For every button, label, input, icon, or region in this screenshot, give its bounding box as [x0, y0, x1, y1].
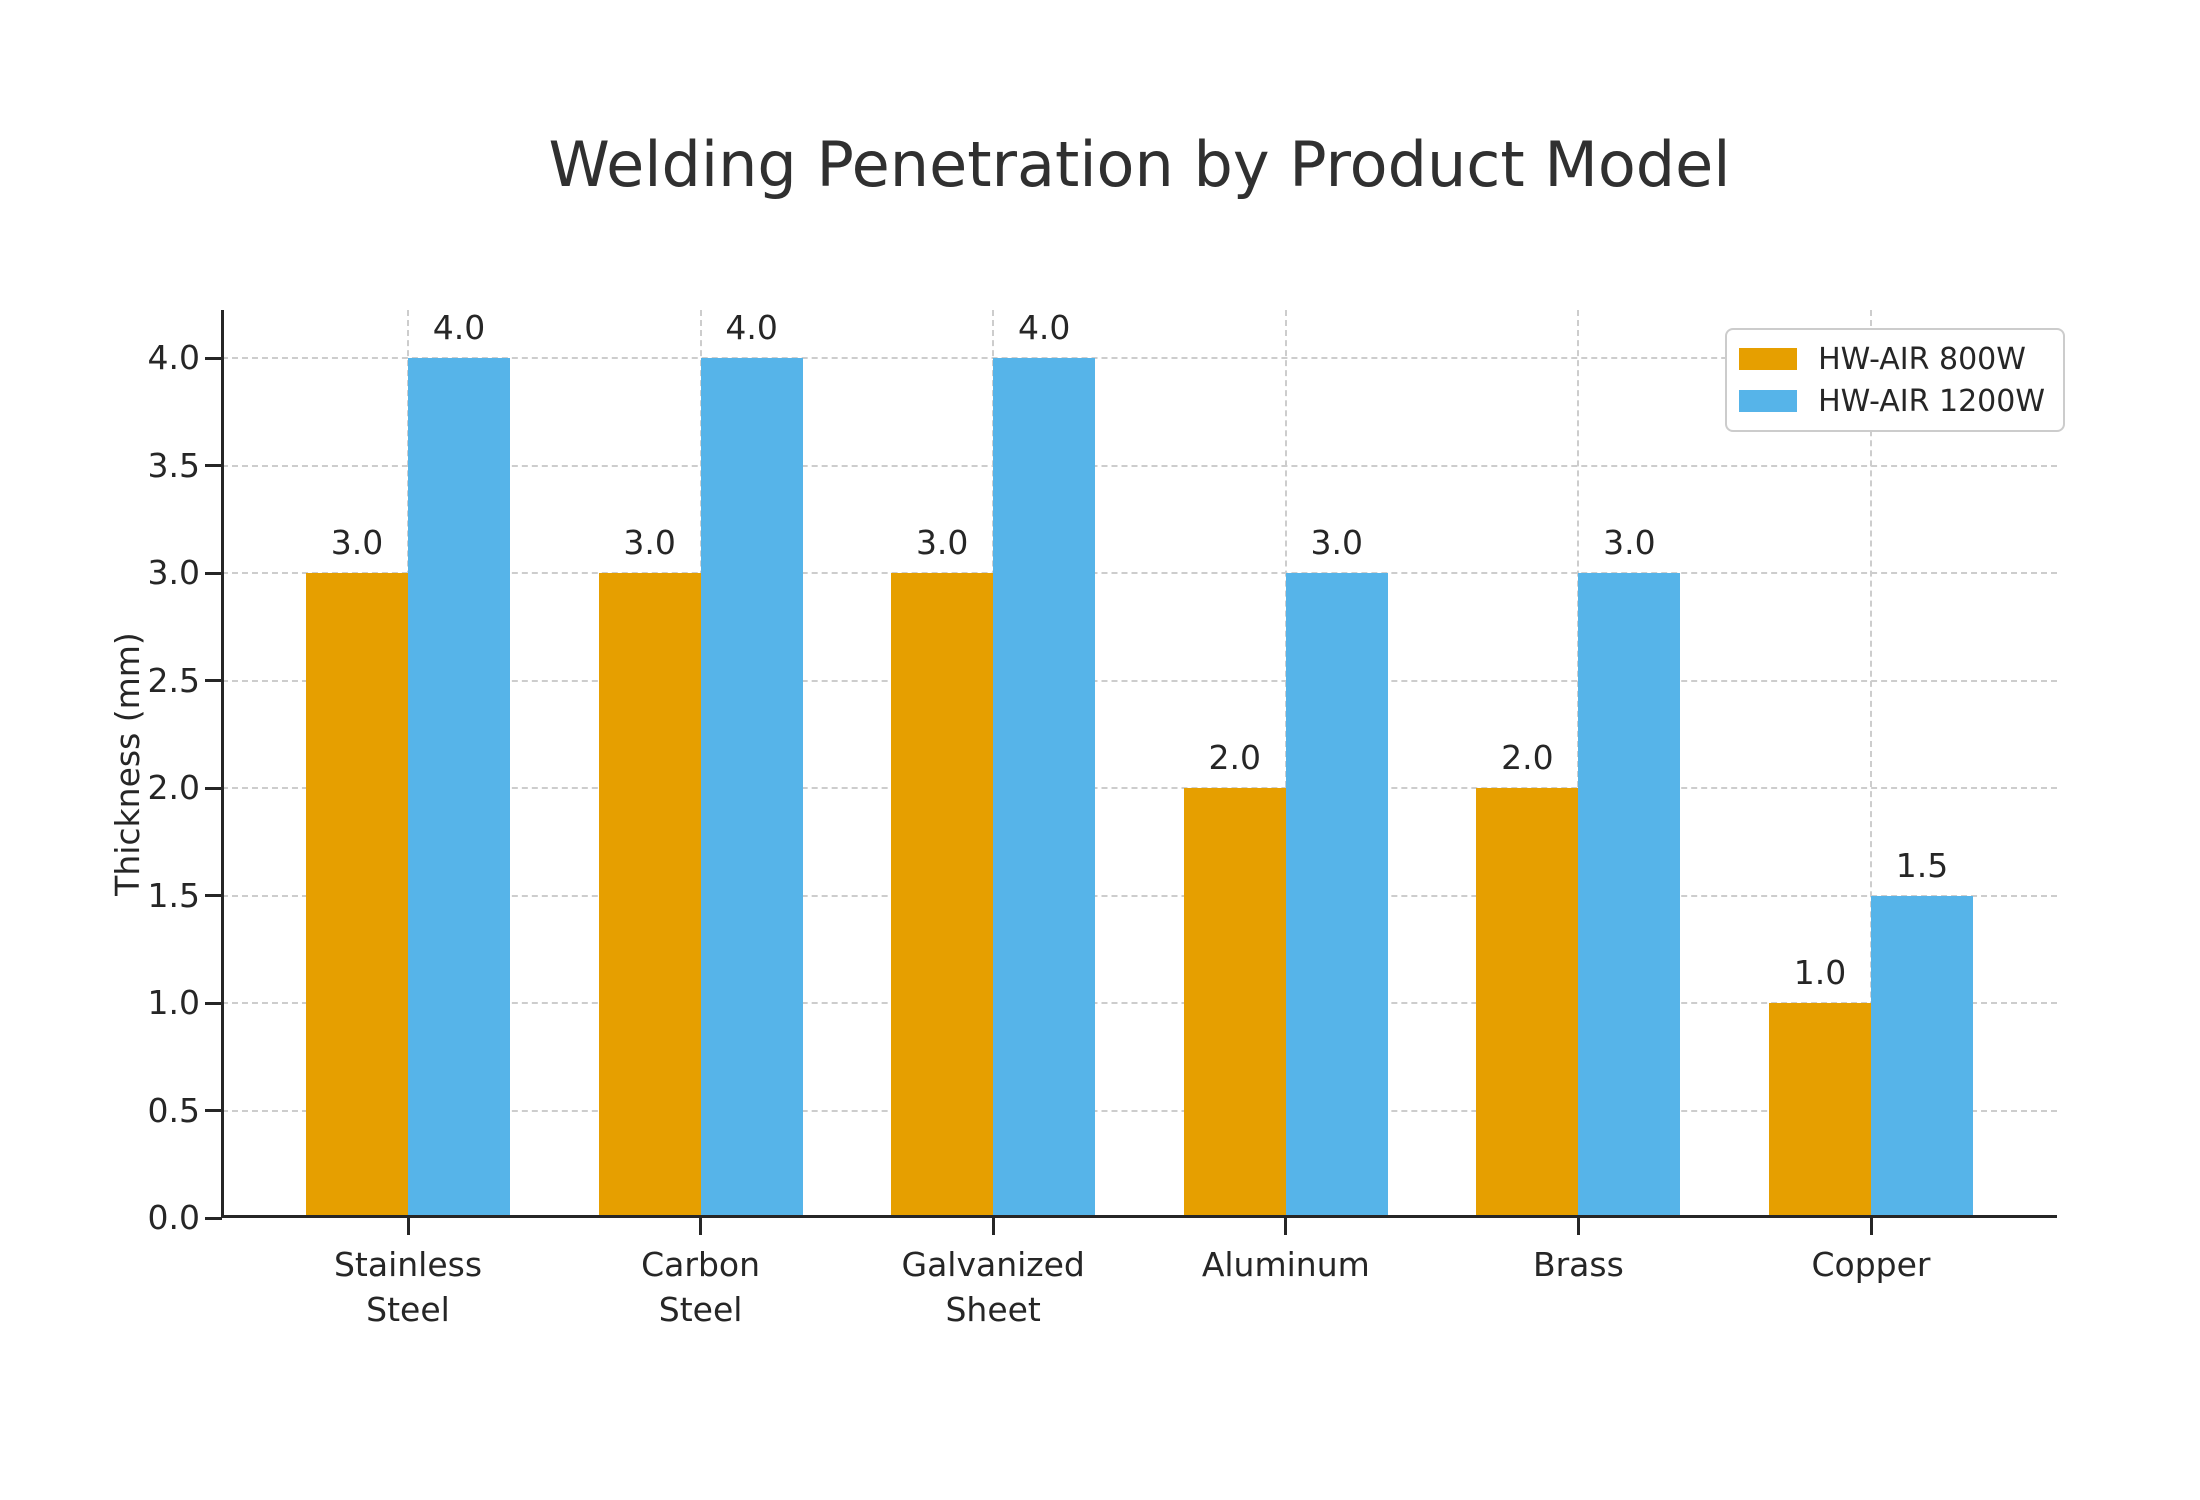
x-tick-mark	[1576, 1218, 1580, 1235]
bar-hw-air-800w-stainless-steel	[306, 573, 408, 1218]
y-tick-label: 4.0	[147, 338, 200, 377]
bar-value-label: 2.0	[1501, 738, 1554, 777]
y-tick-label: 2.5	[147, 660, 200, 700]
plot-area: 0.0 0.5 1.0 1.5 2.0 2.5 3.0 3.5 4.0 Stainless Ste…	[148, 308, 2057, 1329]
y-tick-mark	[205, 1216, 222, 1220]
y-axis-spine	[221, 310, 224, 1218]
y-tick-label: 3.5	[147, 445, 200, 485]
y-tick-mark	[205, 1001, 222, 1005]
x-tick-label-galvanized-sheet: Galvanized Sheet	[901, 1245, 1085, 1329]
bar-hw-air-800w-aluminum	[1183, 788, 1286, 1218]
vertical-gridline	[1870, 310, 1872, 1218]
bar-hw-air-1200w-galvanized-sheet	[993, 358, 1096, 1218]
y-tick-label: 1.0	[147, 983, 200, 1022]
horizontal-gridline	[222, 357, 2057, 359]
bar-hw-air-1200w-copper	[1871, 895, 1973, 1218]
legend-item-hw-air-800w: HW-AIR 800W	[1739, 341, 2045, 377]
x-tick-mark	[406, 1218, 410, 1235]
y-tick-label: 0.0	[147, 1198, 200, 1237]
bar-hw-air-1200w-brass	[1578, 573, 1681, 1218]
legend-label: HW-AIR 800W	[1818, 341, 2026, 377]
bar-value-label: 3.0	[330, 523, 384, 562]
y-tick-mark	[205, 1109, 222, 1112]
bar-value-label: 3.0	[1310, 523, 1364, 562]
legend: HW-AIR 800W HW-AIR 1200W	[1725, 328, 2065, 432]
bar-hw-air-1200w-stainless-steel	[408, 358, 510, 1218]
horizontal-gridline	[222, 679, 2057, 682]
legend-item-hw-air-1200w: HW-AIR 1200W	[1739, 383, 2045, 419]
y-tick-mark	[205, 356, 222, 360]
bar-hw-air-800w-galvanized-sheet	[891, 573, 994, 1218]
bar-value-label: 1.5	[1895, 845, 1949, 885]
bar-hw-air-800w-brass	[1476, 788, 1579, 1218]
bar-value-label: 3.0	[623, 523, 676, 562]
horizontal-gridline	[222, 464, 2057, 467]
bar-hw-air-800w-copper	[1769, 1003, 1871, 1218]
y-tick-mark	[205, 571, 222, 575]
x-tick-mark	[1869, 1218, 1873, 1235]
bar-value-label: 3.0	[1603, 523, 1656, 562]
y-tick-mark	[205, 679, 222, 682]
y-tick-label: 2.0	[147, 768, 200, 807]
bar-hw-air-1200w-aluminum	[1285, 573, 1388, 1218]
y-tick-label: 0.5	[147, 1090, 200, 1130]
horizontal-gridline	[222, 894, 2057, 897]
bar-value-label: 1.0	[1793, 953, 1847, 992]
y-tick-label: 3.0	[147, 553, 200, 592]
x-tick-label-brass: Brass	[1532, 1245, 1624, 1284]
x-tick-label-copper: Copper	[1811, 1245, 1931, 1284]
chart-title: Welding Penetration by Product Model	[548, 128, 1731, 201]
horizontal-gridline	[222, 1109, 2057, 1112]
bar-value-label: 4.0	[1017, 308, 1071, 347]
bar-value-label: 4.0	[725, 308, 778, 347]
x-tick-mark	[991, 1218, 995, 1235]
bar-value-label: 2.0	[1208, 738, 1262, 777]
x-tick-label-stainless-steel: Stainless Steel	[333, 1245, 483, 1329]
y-tick-label: 1.5	[147, 875, 200, 915]
bar-value-label: 3.0	[915, 523, 969, 562]
x-tick-label-carbon-steel: Carbon Steel	[641, 1245, 761, 1329]
bar-hw-air-800w-carbon-steel	[598, 573, 701, 1218]
x-tick-label-aluminum: Aluminum	[1201, 1245, 1370, 1284]
legend-swatch-hw-air-800w	[1739, 348, 1798, 370]
y-tick-mark	[205, 786, 222, 790]
x-tick-mark	[699, 1218, 703, 1235]
y-tick-mark	[205, 894, 222, 897]
x-tick-mark	[1284, 1218, 1288, 1235]
bar-value-label: 4.0	[432, 308, 486, 347]
horizontal-gridline	[222, 1002, 2057, 1004]
horizontal-gridline	[222, 572, 2057, 574]
y-tick-mark	[205, 464, 222, 467]
bar-hw-air-1200w-carbon-steel	[700, 358, 803, 1218]
legend-label: HW-AIR 1200W	[1818, 383, 2045, 419]
x-axis-spine	[221, 1215, 2057, 1218]
legend-swatch-hw-air-1200w	[1739, 390, 1798, 412]
horizontal-gridline	[222, 787, 2057, 789]
